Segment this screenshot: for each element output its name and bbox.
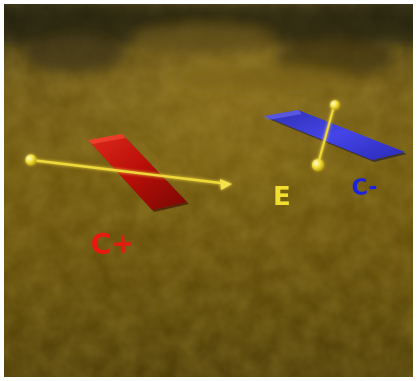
field-arrow: [25, 154, 232, 190]
vector-bottom-ball: [312, 159, 324, 171]
capacitor-field-render: C+ C- E: [4, 4, 413, 377]
blurred-horizon: [4, 4, 413, 91]
field-label: E: [273, 182, 291, 212]
vector-top-ball: [330, 100, 340, 110]
arrow-head: [220, 179, 232, 190]
negative-plate-label: C-: [351, 175, 378, 201]
positive-plate-label: C+: [90, 226, 135, 261]
dipole-vector: [312, 100, 340, 171]
arrow-tail-ball: [25, 154, 37, 166]
negative-plate: [264, 110, 407, 162]
